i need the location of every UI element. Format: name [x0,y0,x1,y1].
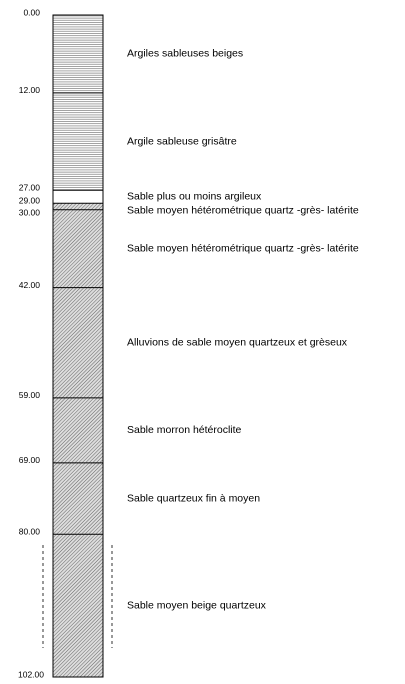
column-outline [52,14,104,678]
layer-description: Sable plus ou moins argileux [127,191,262,203]
layer [53,203,103,210]
depth-label: 59.00 [19,390,41,400]
layer [53,15,103,93]
depth-label: 0.00 [23,7,40,17]
layer [53,92,103,191]
layer-description: Argile sableuse grisâtre [127,135,237,147]
layer [53,287,103,398]
layer-description: Argiles sableuses beiges [127,48,243,60]
layer-description: Sable moyen hétérométrique quartz -grès-… [127,205,359,217]
depth-label: 102.00 [18,669,44,679]
depth-label: 80.00 [19,526,41,536]
layer-description: Sable quartzeux fin à moyen [127,492,260,504]
layer [53,397,103,463]
layer [53,462,103,535]
layer-description: Sable moyen hétérométrique quartz -grès-… [127,242,359,254]
layer-description: Sable morron hétéroclite [127,424,242,436]
depth-label: 12.00 [19,85,41,95]
depth-label: 42.00 [19,280,41,290]
depth-label: 30.00 [19,207,41,217]
layer [53,534,103,677]
layer-description: Alluvions de sable moyen quartzeux et gr… [127,337,348,349]
depth-label: 27.00 [19,182,41,192]
layer [53,209,103,288]
depth-label: 69.00 [19,455,41,465]
depth-label: 29.00 [19,195,41,205]
layer [53,190,103,204]
layer-description: Sable moyen beige quartzeux [127,599,267,611]
